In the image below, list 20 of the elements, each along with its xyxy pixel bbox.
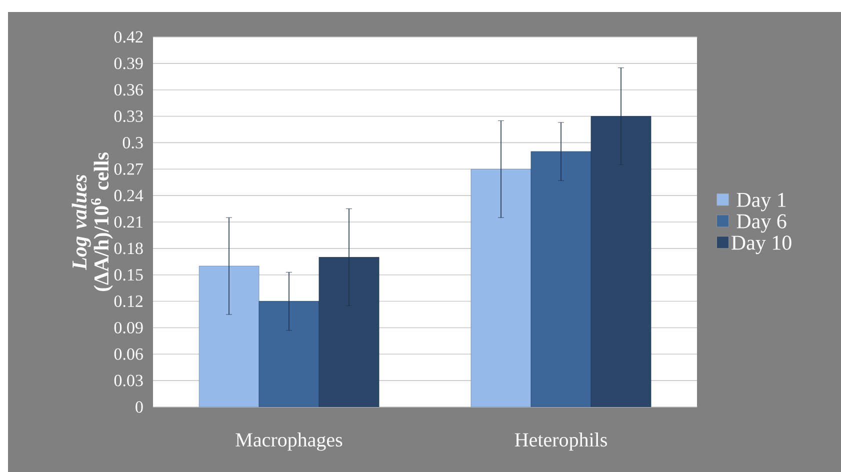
y-tick-label: 0.06 bbox=[114, 348, 143, 360]
y-tick-label: 0 bbox=[136, 401, 143, 413]
y-tick-label: 0.12 bbox=[114, 296, 143, 308]
y-tick-label: 0.33 bbox=[114, 110, 143, 122]
y-tick-label: 0.18 bbox=[114, 242, 143, 254]
y-tick-label: 0.09 bbox=[114, 322, 143, 334]
y-tick-label: 0.15 bbox=[114, 269, 143, 281]
y-tick-label: 0.39 bbox=[114, 58, 143, 70]
legend-label: Day 10 bbox=[732, 236, 792, 254]
y-tick-label: 0.27 bbox=[114, 163, 143, 175]
y-tick-label: 0.03 bbox=[114, 374, 143, 386]
y-tick-label: 0.42 bbox=[114, 31, 143, 43]
y-tick-label: 0.3 bbox=[122, 136, 143, 148]
y-tick-label: 0.24 bbox=[114, 190, 144, 202]
y-tick-label: 0.21 bbox=[114, 216, 142, 228]
x-tick-label: Heterophils bbox=[514, 432, 607, 451]
x-tick-label: Macrophages bbox=[236, 432, 342, 451]
legend-label: Day 6 bbox=[736, 214, 786, 233]
legend-label: Day 1 bbox=[736, 192, 786, 212]
y-tick-label: 0.36 bbox=[114, 84, 143, 96]
